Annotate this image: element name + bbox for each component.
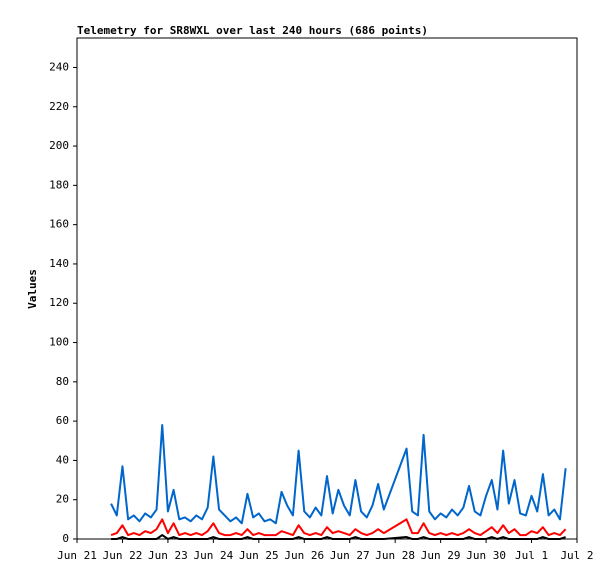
y-axis-label: Values: [26, 269, 39, 309]
chart-title: Telemetry for SR8WXL over last 240 hours…: [77, 24, 428, 37]
x-tick-label: Jun 23: [148, 549, 188, 562]
x-tick-label: Jun 21: [57, 549, 97, 562]
y-tick-label: 100: [49, 336, 69, 349]
y-tick-label: 160: [49, 218, 69, 231]
series-line: [110, 518, 567, 537]
x-tick-label: Jul 2: [560, 549, 593, 562]
series-line: [111, 534, 566, 540]
y-tick-label: 0: [62, 532, 69, 545]
y-tick-label: 180: [49, 178, 69, 191]
y-tick-label: 140: [49, 257, 69, 270]
y-tick-label: 240: [49, 60, 69, 73]
x-tick-label: Jun 29: [421, 549, 461, 562]
y-tick-label: 60: [56, 414, 69, 427]
x-tick-label: Jul 1: [515, 549, 548, 562]
x-tick-label: Jun 24: [193, 549, 233, 562]
x-tick-label: Jun 28: [375, 549, 415, 562]
series-line: [110, 424, 567, 525]
y-tick-label: 40: [56, 453, 69, 466]
x-tick-label: Jun 27: [330, 549, 370, 562]
x-tick-label: Jun 26: [284, 549, 324, 562]
x-tick-label: Jun 30: [466, 549, 506, 562]
x-tick-label: Jun 25: [239, 549, 279, 562]
y-tick-label: 220: [49, 100, 69, 113]
y-tick-label: 120: [49, 296, 69, 309]
y-tick-label: 200: [49, 139, 69, 152]
y-tick-label: 80: [56, 375, 69, 388]
y-tick-label: 20: [56, 493, 69, 506]
x-tick-label: Jun 22: [103, 549, 143, 562]
